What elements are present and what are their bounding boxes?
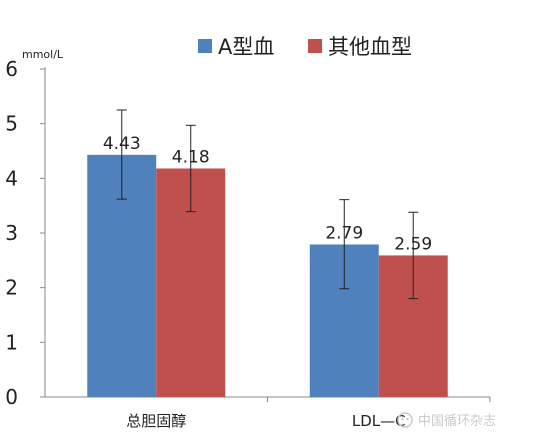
y-axis-unit-label: mmol/L bbox=[22, 48, 64, 61]
y-tick-label: 5 bbox=[5, 112, 18, 136]
axes: 0 1 2 3 4 5 6 总胆固醇 LDL—C bbox=[5, 57, 491, 430]
legend: A型血 其他血型 bbox=[198, 35, 412, 59]
x-category-label: 总胆固醇 bbox=[126, 412, 186, 430]
data-label: 2.79 bbox=[325, 223, 363, 243]
data-label: 4.43 bbox=[103, 134, 141, 154]
legend-label: A型血 bbox=[218, 35, 274, 59]
legend-swatch bbox=[198, 39, 212, 53]
y-tick-label: 3 bbox=[5, 221, 18, 245]
legend-label: 其他血型 bbox=[328, 35, 412, 59]
data-label: 4.18 bbox=[172, 147, 210, 167]
bars bbox=[87, 109, 448, 397]
data-label: 2.59 bbox=[394, 234, 432, 254]
y-tick-label: 0 bbox=[5, 385, 18, 409]
y-tick-label: 6 bbox=[5, 57, 18, 81]
watermark-logo-icon bbox=[397, 412, 413, 428]
watermark: 中国循环杂志 bbox=[397, 412, 496, 429]
y-tick-label: 2 bbox=[5, 276, 18, 300]
watermark-text: 中国循环杂志 bbox=[418, 414, 496, 429]
legend-swatch bbox=[308, 39, 322, 53]
y-tick-label: 1 bbox=[5, 330, 18, 354]
data-labels: 4.43 2.79 4.18 2.59 bbox=[103, 134, 432, 255]
x-category-label: LDL—C bbox=[352, 412, 406, 430]
y-tick-label: 4 bbox=[5, 166, 18, 190]
